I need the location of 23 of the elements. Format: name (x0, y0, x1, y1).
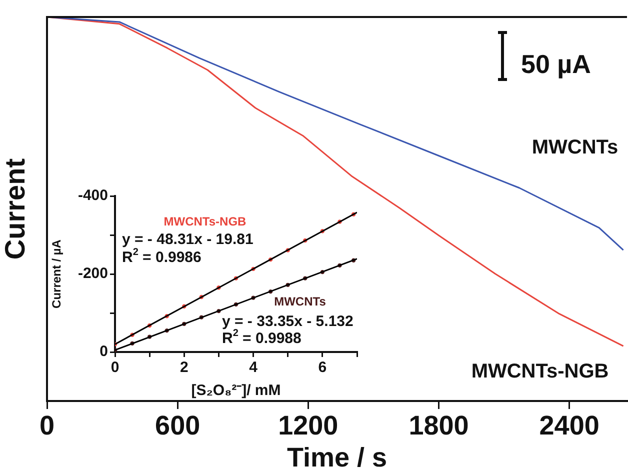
y-axis-title: Current / µA (50, 239, 64, 308)
series-label: MWCNTs (532, 136, 618, 159)
x-tick-label: 6 (318, 359, 327, 376)
annotation: y = - 33.35x - 5.132 (222, 313, 354, 330)
x-tick-label: 2400 (539, 410, 600, 441)
x-tick-label: 1800 (408, 410, 469, 441)
series-label: MWCNTs-NGB (471, 360, 609, 383)
x-tick-label: 0 (39, 410, 55, 441)
x-axis-title: [S₂O₈²⁻]/ mM (191, 382, 281, 400)
annotation: 50 µA (521, 49, 592, 80)
y-axis-title: Current (0, 158, 31, 260)
x-tick-label: 0 (110, 359, 120, 376)
y-tick-label: -400 (78, 187, 108, 204)
y-tick-label: -200 (78, 265, 108, 282)
x-axis-title: Time / s (286, 442, 388, 472)
x-tick-label: 600 (155, 410, 200, 441)
y-tick-label: 0 (100, 343, 108, 360)
x-tick-label: 4 (249, 359, 258, 376)
text: MWCNTs-NGB (164, 214, 247, 228)
series-label: MWCNTs (274, 294, 326, 308)
x-tick-label: 2 (180, 359, 188, 376)
annotation: y = - 48.31x - 19.81 (122, 231, 254, 248)
x-tick-label: 1200 (278, 410, 338, 441)
